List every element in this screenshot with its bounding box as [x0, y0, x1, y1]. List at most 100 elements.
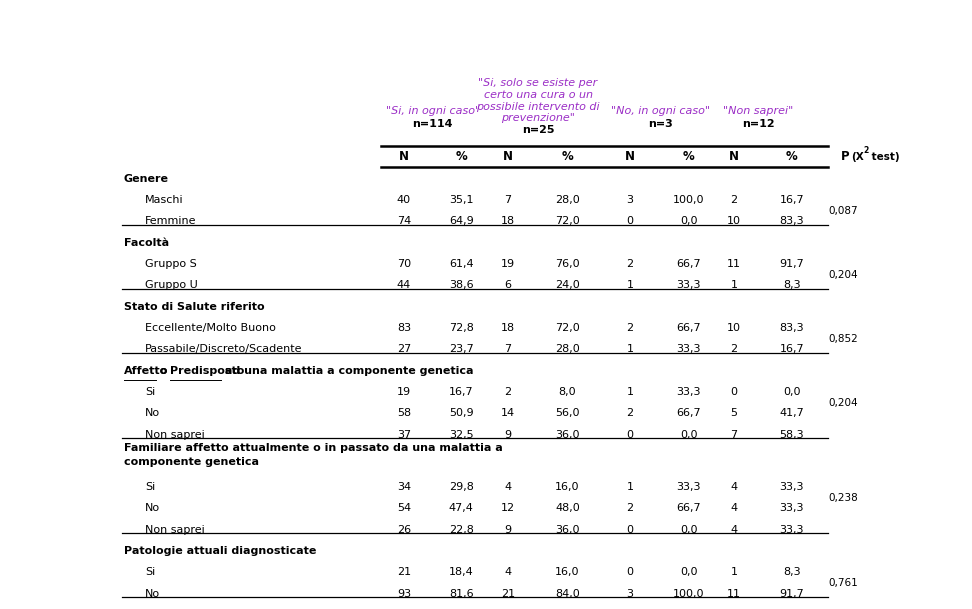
Text: 0: 0 — [627, 567, 634, 577]
Text: 70: 70 — [397, 259, 411, 269]
Text: 9: 9 — [504, 524, 511, 535]
Text: N: N — [399, 150, 409, 163]
Text: %: % — [455, 150, 468, 163]
Text: 2: 2 — [626, 259, 634, 269]
Text: n=25: n=25 — [522, 125, 554, 135]
Text: 1: 1 — [627, 344, 634, 354]
Text: 83,3: 83,3 — [780, 216, 804, 227]
Text: Femmine: Femmine — [145, 216, 196, 227]
Text: 16,0: 16,0 — [555, 482, 579, 492]
Text: 33,3: 33,3 — [780, 482, 804, 492]
Text: 35,1: 35,1 — [449, 195, 473, 205]
Text: 18: 18 — [501, 323, 515, 333]
Text: 0: 0 — [730, 387, 738, 397]
Text: %: % — [683, 150, 695, 163]
Text: 16,7: 16,7 — [780, 195, 804, 205]
Text: 4: 4 — [504, 567, 511, 577]
Text: 83: 83 — [397, 323, 411, 333]
Text: 58: 58 — [397, 408, 411, 418]
Text: "Si, in ogni caso": "Si, in ogni caso" — [386, 106, 479, 116]
Text: Si: Si — [145, 567, 156, 577]
Text: 19: 19 — [397, 387, 411, 397]
Text: Passabile/Discreto/Scadente: Passabile/Discreto/Scadente — [145, 344, 302, 354]
Text: 66,7: 66,7 — [677, 259, 701, 269]
Text: 2: 2 — [626, 408, 634, 418]
Text: 33,3: 33,3 — [677, 344, 701, 354]
Text: 0: 0 — [627, 216, 634, 227]
Text: Eccellente/Molto Buono: Eccellente/Molto Buono — [145, 323, 276, 333]
Text: 56,0: 56,0 — [555, 408, 579, 418]
Text: 10: 10 — [727, 323, 741, 333]
Text: 4: 4 — [730, 524, 738, 535]
Text: 0: 0 — [627, 429, 634, 440]
Text: Gruppo S: Gruppo S — [145, 259, 196, 269]
Text: 28,0: 28,0 — [555, 195, 580, 205]
Text: Si: Si — [145, 482, 156, 492]
Text: 6: 6 — [504, 280, 511, 290]
Text: 33,3: 33,3 — [677, 482, 701, 492]
Text: 0,204: 0,204 — [828, 270, 858, 280]
Text: 74: 74 — [397, 216, 411, 227]
Text: 66,7: 66,7 — [677, 408, 701, 418]
Text: possibile intervento di: possibile intervento di — [476, 102, 600, 111]
Text: 32,5: 32,5 — [449, 429, 473, 440]
Text: 2: 2 — [863, 146, 869, 155]
Text: 9: 9 — [504, 429, 511, 440]
Text: 66,7: 66,7 — [677, 323, 701, 333]
Text: 83,3: 83,3 — [780, 323, 804, 333]
Text: 100,0: 100,0 — [673, 588, 705, 599]
Text: 27: 27 — [397, 344, 411, 354]
Text: 23,7: 23,7 — [449, 344, 473, 354]
Text: Affetto: Affetto — [123, 365, 168, 376]
Text: 3: 3 — [627, 195, 634, 205]
Text: 61,4: 61,4 — [449, 259, 473, 269]
Text: 100,0: 100,0 — [673, 195, 705, 205]
Text: 2: 2 — [730, 195, 738, 205]
Text: 72,0: 72,0 — [555, 323, 580, 333]
Text: "Si, solo se esiste per: "Si, solo se esiste per — [478, 78, 598, 88]
Text: 1: 1 — [730, 567, 738, 577]
Text: "No, in ogni caso": "No, in ogni caso" — [610, 106, 710, 116]
Text: 4: 4 — [730, 503, 738, 513]
Text: 2: 2 — [626, 323, 634, 333]
Text: 16,7: 16,7 — [449, 387, 473, 397]
Text: 41,7: 41,7 — [780, 408, 804, 418]
Text: 2: 2 — [504, 387, 511, 397]
Text: 4: 4 — [504, 482, 511, 492]
Text: No: No — [145, 588, 160, 599]
Text: Gruppo U: Gruppo U — [145, 280, 197, 290]
Text: 2: 2 — [730, 344, 738, 354]
Text: 0,761: 0,761 — [828, 578, 858, 588]
Text: %: % — [786, 150, 798, 163]
Text: 14: 14 — [501, 408, 515, 418]
Text: 12: 12 — [501, 503, 515, 513]
Text: 16,0: 16,0 — [555, 567, 579, 577]
Text: 34: 34 — [397, 482, 411, 492]
Text: 11: 11 — [727, 259, 741, 269]
Text: 40: 40 — [397, 195, 411, 205]
Text: 58,3: 58,3 — [780, 429, 804, 440]
Text: 47,4: 47,4 — [449, 503, 473, 513]
Text: N: N — [729, 150, 739, 163]
Text: 0: 0 — [627, 524, 634, 535]
Text: 11: 11 — [727, 588, 741, 599]
Text: 8,3: 8,3 — [783, 280, 801, 290]
Text: 1: 1 — [730, 280, 738, 290]
Text: test): test) — [868, 152, 900, 161]
Text: n=12: n=12 — [742, 119, 775, 129]
Text: 72,8: 72,8 — [449, 323, 473, 333]
Text: Predisposto: Predisposto — [170, 365, 245, 376]
Text: 72,0: 72,0 — [555, 216, 580, 227]
Text: 33,3: 33,3 — [780, 524, 804, 535]
Text: N: N — [503, 150, 513, 163]
Text: 93: 93 — [397, 588, 411, 599]
Text: 19: 19 — [501, 259, 515, 269]
Text: 2: 2 — [626, 503, 634, 513]
Text: 0,087: 0,087 — [828, 206, 858, 216]
Text: 38,6: 38,6 — [449, 280, 473, 290]
Text: 66,7: 66,7 — [677, 503, 701, 513]
Text: 76,0: 76,0 — [555, 259, 579, 269]
Text: 0,0: 0,0 — [783, 387, 801, 397]
Text: 22,8: 22,8 — [449, 524, 473, 535]
Text: 64,9: 64,9 — [449, 216, 473, 227]
